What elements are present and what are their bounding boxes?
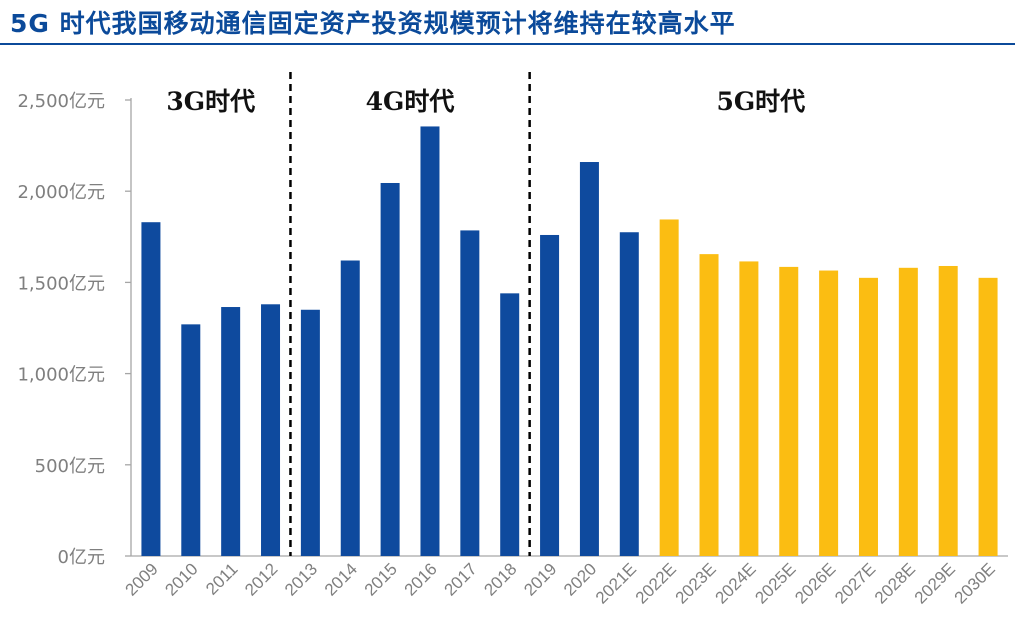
actual-bar [181,324,201,556]
x-tick-label: 2018 [480,559,520,599]
chart-title: 5G 时代我国移动通信固定资产投资规模预计将维持在较高水平 [10,9,736,38]
x-tick-label: 2029E [911,559,959,607]
forecast-bar [938,265,958,556]
y-tick-label: 500亿元 [35,456,105,477]
x-tick-label: 2023E [672,559,720,607]
era-dividers [289,72,531,556]
actual-bar [340,260,360,556]
x-tick-label: 2021E [592,559,640,607]
x-tick-label: 2010 [161,559,201,599]
forecast-bar [858,277,878,556]
x-tick-label: 2016 [401,559,441,599]
forecast-bar [699,254,719,557]
x-axis-ticks: 2009 2010 2011 2012 2013 2014 2015 2016 2017 2018… [122,559,999,607]
forecast-bar [779,266,799,556]
title-underline [0,43,1015,45]
era-label: 5G时代 [716,87,805,116]
actual-bar [261,304,281,556]
forecast-bar [659,219,679,557]
era-label: 3G时代 [166,87,255,116]
x-tick-label: 2012 [241,559,281,599]
era-labels: 3G时代 4G时代 5G时代 [166,87,805,116]
x-tick-label: 2028E [871,559,919,607]
x-tick-label: 2026E [791,559,839,607]
y-axis-ticks: 0亿元 500亿元 1,000亿元 1,500亿元 2,000亿元 2,500亿元 [17,91,105,568]
x-tick-label: 2017 [440,559,480,599]
x-tick-label: 2024E [712,559,760,607]
forecast-bar [819,270,839,556]
actual-bar [380,182,400,556]
x-tick-label: 2019 [520,559,560,599]
actual-bar [619,232,639,557]
x-tick-label: 2025E [751,559,799,607]
forecast-bar [898,267,918,556]
era-label: 4G时代 [366,87,455,116]
x-tick-label: 2030E [951,559,999,607]
bar-series [141,126,998,557]
x-tick-label: 2011 [202,559,241,598]
y-tick-label: 1,000亿元 [17,365,105,386]
actual-bar [300,309,320,556]
x-tick-label: 2022E [632,559,680,607]
y-tick-label: 0亿元 [58,547,105,568]
actual-bar [221,307,241,556]
y-tick-label: 1,500亿元 [17,273,105,294]
actual-bar [141,222,161,556]
actual-bar [420,126,440,556]
x-tick-label: 2009 [122,559,162,599]
x-tick-label: 2015 [361,559,401,599]
forecast-bar [978,277,998,556]
actual-bar [579,162,599,557]
actual-bar [460,230,480,556]
actual-bar [540,234,560,556]
y-tick-label: 2,500亿元 [17,91,105,112]
x-tick-label: 2013 [281,559,321,599]
forecast-bar [739,261,759,556]
x-tick-label: 2014 [321,559,361,599]
y-tick-label: 2,000亿元 [17,182,105,203]
x-tick-label: 2027E [831,559,879,607]
actual-bar [500,293,520,556]
